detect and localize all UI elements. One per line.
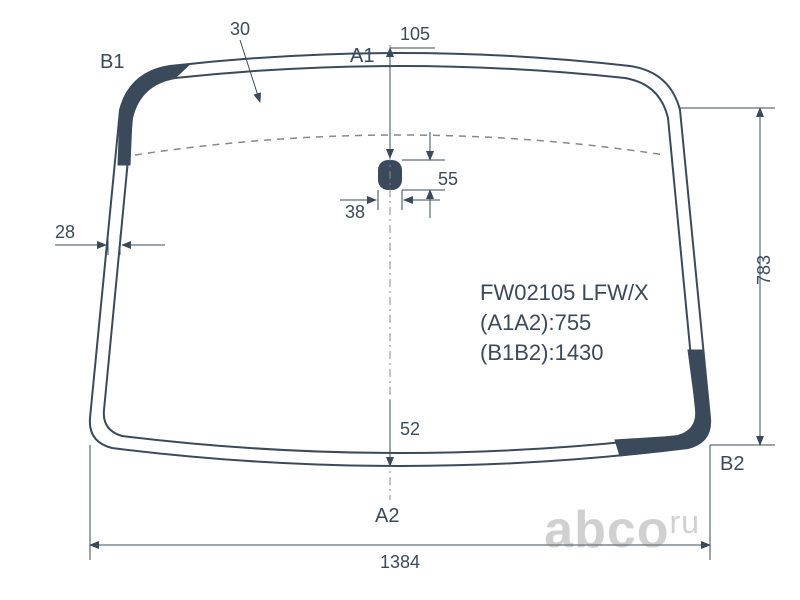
inner-outline	[104, 66, 696, 453]
dim-28: 28	[55, 222, 75, 242]
outer-outline	[90, 53, 710, 466]
frit-b2	[615, 350, 710, 456]
info-b1b2: (B1B2):1430	[480, 340, 604, 365]
dim-55: 55	[438, 169, 458, 189]
windshield-diagram: 30 105 A1 38 55 28 52 A2 B1 B2 1384 783 …	[0, 0, 800, 600]
dim-30: 30	[230, 19, 250, 39]
dim-52: 52	[400, 419, 420, 439]
label-b1: B1	[100, 51, 124, 73]
dim-105: 105	[400, 24, 430, 44]
frit-b1	[118, 64, 190, 165]
info-a1a2: (A1A2):755	[480, 310, 591, 335]
label-b2: B2	[720, 453, 744, 475]
label-a2: A2	[375, 505, 399, 527]
label-a1: A1	[350, 45, 374, 67]
info-part: FW02105 LFW/X	[480, 280, 649, 305]
dim-783: 783	[754, 255, 774, 285]
dim-38: 38	[345, 202, 365, 222]
dim-1384: 1384	[380, 552, 420, 572]
dashed-curve	[135, 135, 665, 155]
